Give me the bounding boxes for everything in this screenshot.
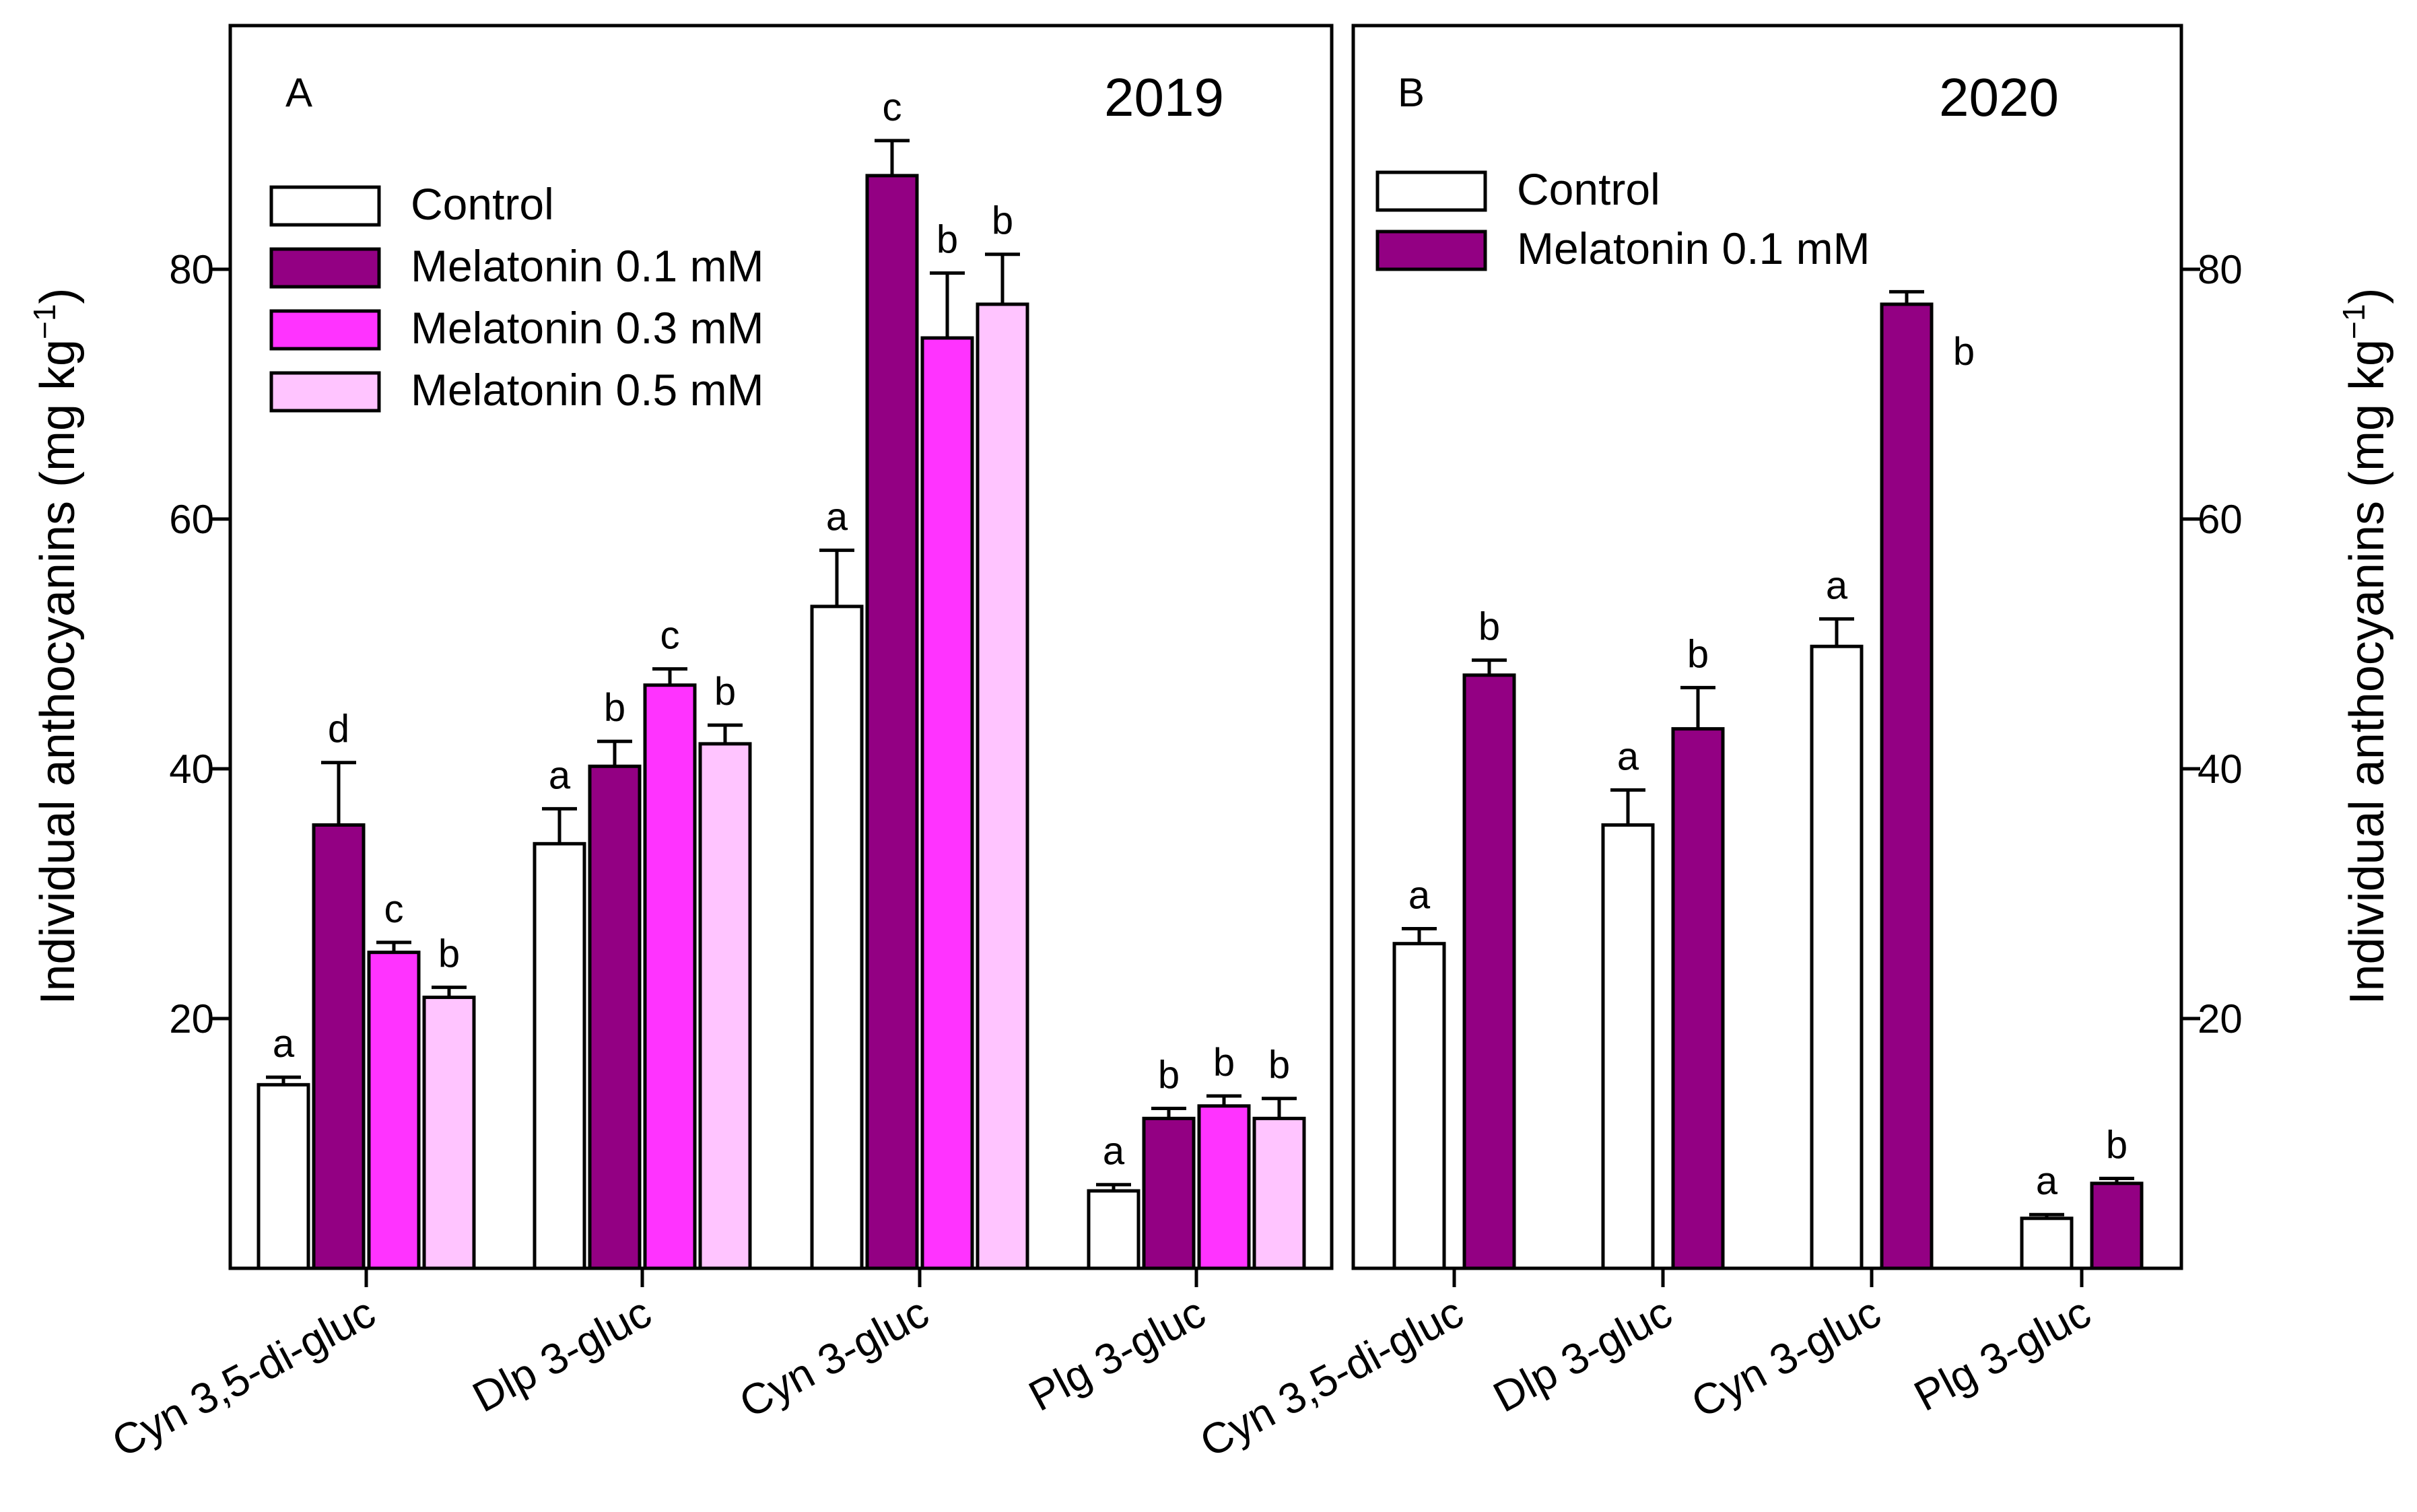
y-tick-label: 20	[169, 996, 214, 1041]
panel-a-x-ticks: Cyn 3,5-di-gluc Dlp 3-gluc Cyn 3-gluc Plg 3…	[104, 1268, 1213, 1466]
significance-letter: b	[937, 218, 958, 262]
significance-letter: b	[1213, 1041, 1235, 1085]
significance-letter: b	[1268, 1043, 1290, 1087]
y-tick-label: 40	[169, 747, 214, 792]
x-category-label: Plg 3-gluc	[1021, 1288, 1213, 1420]
bar	[533, 841, 586, 1270]
x-category-label: Dlp 3-gluc	[1485, 1288, 1679, 1422]
significance-letter: b	[992, 199, 1013, 243]
bar	[1252, 1116, 1306, 1270]
significance-letter: a	[826, 495, 848, 539]
panel-b-letter: B	[1398, 70, 1425, 115]
significance-letter: a	[273, 1022, 295, 1066]
bar	[2020, 1216, 2074, 1270]
bar	[422, 995, 476, 1270]
panel-b: 20 40 60 80 a b a b a b a b Cyn 3,5-di-gluc Dlp 3-g…	[1192, 24, 2394, 1466]
y-tick-label: 40	[2198, 747, 2243, 792]
x-category-label: Cyn 3,5-di-gluc	[1192, 1288, 1471, 1467]
bar	[588, 764, 642, 1270]
bar	[367, 951, 421, 1270]
significance-letter: c	[384, 887, 404, 931]
panel-a-frame	[228, 24, 1334, 1270]
x-category-label: Cyn 3,5-di-gluc	[104, 1288, 383, 1467]
legend-label: Control	[1517, 164, 1660, 214]
bar	[1810, 644, 1864, 1270]
bar	[920, 336, 974, 1270]
significance-letter: b	[1158, 1054, 1180, 1097]
significance-letter: d	[328, 708, 349, 751]
panel-a-y-axis-title: Individual anthocyanins (mg kg−1)	[27, 288, 85, 1005]
significance-letter: a	[1826, 563, 1848, 607]
significance-letter: b	[1478, 605, 1500, 649]
significance-letter: b	[438, 932, 460, 976]
bar	[1197, 1104, 1251, 1270]
y-tick-label: 20	[2198, 996, 2243, 1041]
x-category-label: Cyn 3-gluc	[1684, 1288, 1888, 1427]
significance-letter: b	[604, 686, 625, 730]
legend-label: Melatonin 0.1 mM	[411, 241, 764, 291]
bar	[1087, 1189, 1141, 1270]
panel-b-frame	[1351, 24, 2183, 1270]
panel-a-letter: A	[285, 70, 312, 115]
bar	[312, 823, 366, 1270]
panel-b-bars: a b a b a b a b	[1392, 289, 2144, 1270]
x-category-label: Dlp 3-gluc	[465, 1288, 658, 1422]
bar	[976, 302, 1029, 1270]
bar	[865, 174, 919, 1270]
y-tick-label: 80	[169, 247, 214, 292]
significance-letter: a	[1617, 735, 1639, 779]
significance-letter: b	[1687, 632, 1709, 676]
bar	[643, 683, 697, 1270]
legend-label: Melatonin 0.1 mM	[1517, 224, 1870, 273]
panel-b-legend: Control Melatonin 0.1 mM	[1375, 164, 1870, 273]
x-category-label: Plg 3-gluc	[1906, 1288, 2098, 1420]
legend-swatch	[1375, 170, 1487, 212]
legend-swatch	[269, 309, 381, 351]
legend-swatch	[269, 185, 381, 227]
bar	[1392, 942, 1446, 1270]
bar	[1462, 673, 1516, 1270]
bar	[1671, 727, 1725, 1270]
significance-letter: a	[2036, 1159, 2058, 1203]
bar	[1880, 302, 1934, 1270]
significance-letter: c	[883, 85, 902, 129]
panel-a-y-ticks: 20 40 60 80	[169, 247, 230, 1041]
panel-a-year: 2019	[1104, 67, 1224, 127]
bar	[2090, 1181, 2144, 1270]
panel-a-legend: Control Melatonin 0.1 mM Melatonin 0.3 mM M…	[269, 179, 764, 415]
bar	[810, 605, 864, 1270]
legend-swatch	[269, 247, 381, 289]
significance-letter: b	[2106, 1123, 2127, 1167]
significance-letter: a	[1408, 873, 1431, 917]
panel-b-x-ticks: Cyn 3,5-di-gluc Dlp 3-gluc Cyn 3-gluc Plg 3…	[1192, 1268, 2099, 1466]
bar	[1142, 1116, 1196, 1270]
y-tick-label: 80	[2198, 247, 2243, 292]
significance-letter: a	[549, 753, 571, 797]
y-tick-label: 60	[2198, 497, 2243, 542]
significance-letter: b	[1953, 330, 1975, 374]
significance-letter: c	[660, 614, 680, 658]
legend-label: Control	[411, 179, 554, 229]
legend-swatch	[1375, 230, 1487, 271]
panel-b-year: 2020	[1939, 67, 2059, 127]
bar	[1601, 823, 1655, 1270]
legend-swatch	[269, 371, 381, 413]
significance-letter: b	[714, 670, 736, 714]
legend-label: Melatonin 0.3 mM	[411, 303, 764, 353]
bar	[257, 1083, 310, 1270]
legend-label: Melatonin 0.5 mM	[411, 365, 764, 415]
bar	[698, 742, 752, 1270]
panel-b-y-ticks: 20 40 60 80	[2181, 247, 2243, 1041]
y-tick-label: 60	[169, 497, 214, 542]
x-category-label: Cyn 3-gluc	[732, 1288, 937, 1427]
significance-letter: a	[1103, 1130, 1125, 1173]
panel-b-y-axis-title: Individual anthocyanins (mg kg−1)	[2336, 288, 2394, 1005]
